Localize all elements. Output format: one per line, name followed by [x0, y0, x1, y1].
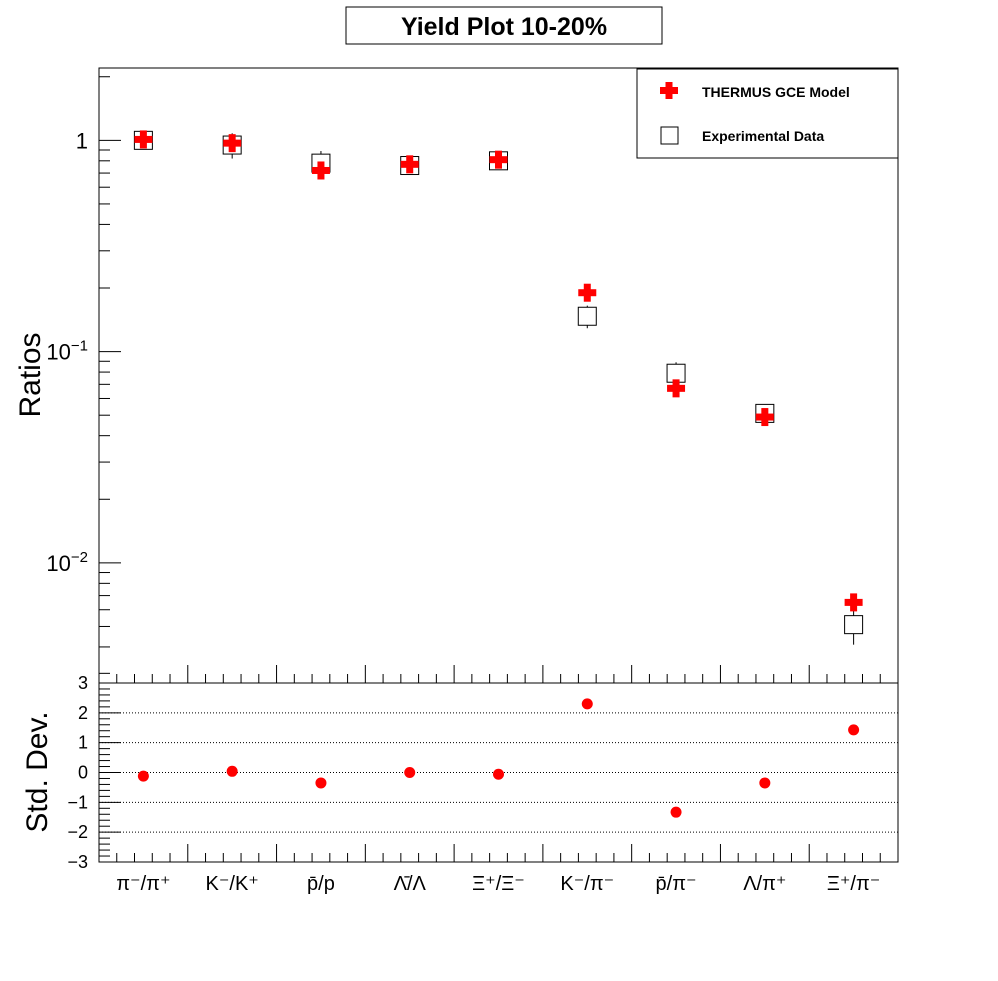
x-category-label: Λ/π⁺ — [743, 873, 786, 895]
bottom-y-tick-label: 0 — [78, 763, 88, 783]
x-category-label: p̄/p — [307, 873, 335, 895]
top-y-axis: 1 10−1 10−2 — [46, 76, 121, 674]
std-dev-point — [493, 768, 504, 780]
x-category-label: K⁻/π⁻ — [560, 873, 614, 895]
bottom-y-tick-label: −1 — [67, 792, 88, 812]
std-dev-point — [759, 777, 771, 789]
experimental-point — [844, 615, 864, 635]
chart-title: Yield Plot 10-20% — [401, 13, 607, 41]
chart-title-box: Yield Plot 10-20% — [345, 6, 663, 45]
model-point — [223, 134, 242, 153]
std-dev-series — [137, 698, 860, 818]
x-category-label: π⁻/π⁺ — [116, 873, 170, 895]
legend-model-marker — [660, 82, 678, 99]
std-dev-point — [848, 724, 860, 736]
x-category-label: K⁻/K⁺ — [205, 873, 258, 895]
std-dev-point — [226, 765, 238, 777]
legend-experimental-label: Experimental Data — [702, 128, 824, 144]
std-dev-point — [670, 806, 682, 818]
legend-model-label: THERMUS GCE Model — [702, 84, 850, 100]
bottom-y-axis: 3 2 1 0 −1 −2 −3 — [67, 673, 121, 872]
experimental-point — [577, 306, 597, 326]
top-y-tick-label: 10−2 — [46, 549, 88, 576]
model-point — [311, 161, 330, 180]
model-point — [844, 593, 863, 612]
x-category-label: Ξ⁺/π⁻ — [827, 873, 880, 895]
legend: THERMUS GCE Model Experimental Data — [636, 68, 899, 159]
model-point — [400, 155, 419, 174]
bottom-y-tick-label: 1 — [78, 733, 88, 753]
model-series — [134, 130, 863, 612]
model-point — [667, 379, 686, 398]
x-axis-ticks — [98, 665, 899, 862]
std-dev-point — [315, 777, 327, 789]
bottom-y-tick-label: 2 — [78, 703, 88, 723]
model-point — [489, 150, 508, 169]
std-dev-point — [581, 698, 593, 710]
std-dev-point — [137, 770, 149, 782]
model-point — [578, 283, 597, 302]
bottom-y-axis-title: Std. Dev. — [21, 711, 54, 832]
x-axis-category-labels: π⁻/π⁺ K⁻/K⁺ p̄/p Λ̄/Λ Ξ⁺/Ξ⁻ K⁻/π⁻ p̄/π⁻ Λ/π⁺ Ξ⁺/… — [116, 873, 880, 895]
std-dev-point — [404, 767, 416, 778]
model-point — [134, 130, 153, 149]
bottom-y-tick-label: −2 — [67, 822, 88, 842]
bottom-y-tick-label: −3 — [67, 852, 88, 872]
x-category-label: Λ̄/Λ — [394, 873, 427, 895]
model-point — [755, 408, 774, 427]
legend-experimental-marker — [660, 126, 679, 145]
top-y-tick-label: 1 — [76, 128, 88, 153]
top-y-tick-label: 10−1 — [46, 338, 88, 365]
experimental-data-series — [133, 130, 864, 645]
x-category-label: Ξ⁺/Ξ⁻ — [472, 873, 525, 895]
top-y-axis-title: Ratios — [14, 332, 47, 417]
bottom-y-tick-label: 3 — [78, 673, 88, 693]
x-category-label: p̄/π⁻ — [656, 873, 697, 895]
